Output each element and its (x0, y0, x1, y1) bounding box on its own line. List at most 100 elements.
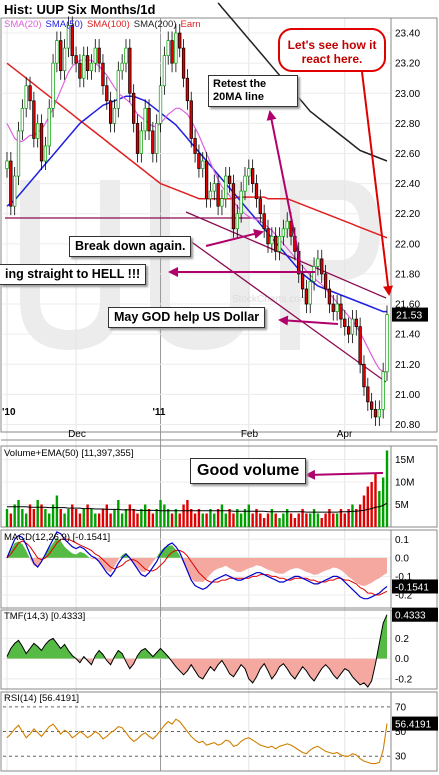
volume-bar (362, 495, 366, 527)
last-price-value: 21.53 (396, 310, 422, 322)
volume-bar (297, 513, 300, 527)
x-tick-label: '10 (2, 407, 16, 418)
rsi-last-badge (392, 716, 438, 731)
candle (254, 174, 259, 208)
volume-bar (174, 509, 178, 527)
price-panel-frame (0, 17, 438, 433)
volume-bar (209, 509, 212, 527)
candle (220, 189, 224, 216)
volume-bar (286, 509, 289, 527)
volume-bar (182, 504, 185, 527)
volume-bar (94, 513, 97, 527)
volume-bar (109, 513, 112, 527)
candle (158, 76, 163, 133)
price-tick-label: 23.40 (395, 29, 420, 40)
volume-bar (9, 513, 13, 527)
price-tick-label: 23.00 (395, 89, 420, 100)
macd-signal-line (6, 538, 388, 596)
macd-last-value: -0.1541 (395, 582, 429, 593)
candle (235, 204, 239, 238)
candle (155, 114, 159, 163)
sma200-line (217, 2, 388, 162)
price-tick-label: 22.40 (395, 179, 420, 190)
volume-bar (63, 513, 66, 527)
macd-panel-frame (0, 529, 438, 609)
legend-item: SMA(100) (86, 19, 130, 30)
candle (166, 31, 170, 65)
macd-tick-label: -0.2 (395, 591, 413, 602)
candle (162, 46, 167, 95)
macd-line (6, 531, 388, 600)
volume-bar (170, 513, 174, 527)
volume-bar (132, 509, 135, 527)
macd-tick-label: 0.1 (395, 535, 409, 546)
volume-bar (55, 495, 59, 527)
react-callout: Let's see how it react here. (278, 28, 386, 72)
volume-bar (5, 509, 9, 527)
volume-bar (289, 513, 293, 527)
volume-panel-title: Volume+EMA(50) [11,397,355] (4, 448, 134, 459)
volume-bar (274, 513, 277, 527)
candle (108, 91, 113, 133)
volume-bar (113, 509, 116, 527)
candle (66, 16, 71, 58)
x-tick-label: '11 (153, 407, 166, 418)
volume-annotation: Good volume (190, 458, 307, 484)
volume-bar (151, 513, 155, 527)
indicator-legend: SMA(20) SMA(50) SMA(100) SMA(200) Earn (4, 19, 205, 30)
candle (343, 310, 347, 336)
volume-bar (332, 513, 335, 527)
tmf-tick-label: 0.2 (395, 634, 409, 645)
volume-bar (343, 513, 346, 527)
macd-series (6, 531, 388, 600)
volume-bar (378, 491, 381, 527)
price-tick-label: 22.20 (395, 209, 420, 220)
rsi-tick-label: 50 (395, 727, 407, 738)
candle (151, 121, 155, 163)
volume-bar (355, 509, 358, 527)
tmf-line (6, 614, 388, 688)
volume-bar (335, 513, 339, 527)
candle (85, 46, 90, 80)
volume-bar (266, 513, 270, 527)
price-tick-label: 22.00 (395, 239, 420, 250)
volume-bar (205, 513, 208, 527)
volume-bar (120, 513, 124, 527)
volume-tick-label: 5M (395, 500, 409, 511)
candle (266, 219, 270, 253)
volume-bar (48, 513, 51, 527)
volume-bar (124, 509, 128, 527)
volume-bar (374, 473, 377, 527)
macd-tick-label: 0.0 (395, 553, 409, 564)
tmf-last-badge (392, 607, 438, 622)
volume-bar (143, 504, 147, 527)
candle (120, 54, 124, 80)
candle (112, 99, 117, 133)
volume-bar (312, 509, 316, 527)
rsi-line (6, 718, 388, 765)
tmf-last-value: 0.4333 (395, 611, 426, 622)
god-annotation: May GOD help US Dollar (108, 307, 266, 328)
tmf-negative-fill (76, 658, 377, 687)
volume-bar (309, 513, 312, 527)
candle (24, 76, 28, 118)
legend-item: SMA(20) (4, 19, 42, 30)
candle (59, 31, 63, 80)
candle (74, 46, 78, 73)
candle (258, 189, 262, 223)
candle (197, 144, 201, 178)
volume-bar (105, 504, 108, 527)
volume-bar (74, 509, 78, 527)
volume-bar (117, 500, 120, 527)
candle (320, 249, 324, 283)
volume-bar (155, 509, 158, 527)
candle (174, 24, 178, 73)
candle (350, 310, 355, 344)
macd-panel-title: MACD(12,26,9) [-0.1541] (4, 532, 111, 543)
candle (193, 129, 197, 163)
tmf-series (6, 614, 388, 688)
candle (281, 219, 286, 246)
candle (51, 54, 55, 118)
sma100-line (6, 62, 388, 239)
